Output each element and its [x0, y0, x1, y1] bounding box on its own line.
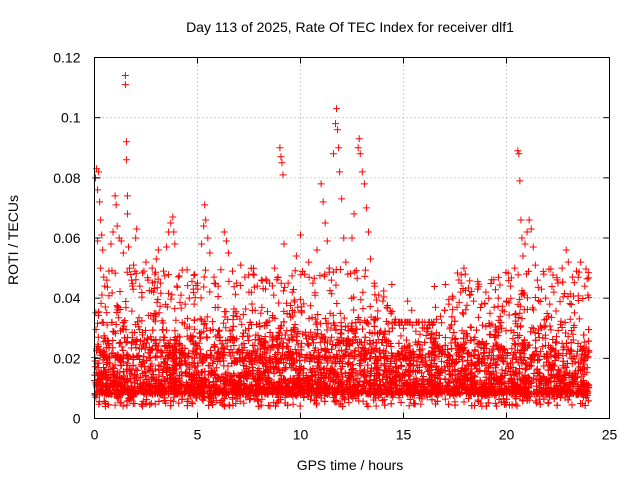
- data-point: [128, 339, 136, 347]
- data-point: [395, 339, 403, 347]
- data-point: [460, 398, 468, 406]
- data-point: [445, 400, 453, 408]
- data-point: [337, 330, 345, 338]
- data-point: [532, 399, 540, 407]
- data-point: [534, 372, 542, 380]
- data-point: [555, 367, 563, 375]
- points-layer: [91, 72, 593, 410]
- data-point: [580, 338, 588, 346]
- data-point: [323, 326, 331, 334]
- data-point: [324, 320, 332, 328]
- data-point: [544, 399, 552, 407]
- data-point: [535, 355, 543, 363]
- data-point: [395, 394, 403, 402]
- data-point: [459, 357, 467, 365]
- data-point: [554, 326, 562, 334]
- data-point: [139, 402, 147, 410]
- data-point: [562, 364, 570, 372]
- data-point: [372, 402, 380, 410]
- data-point: [547, 326, 555, 334]
- data-point: [240, 399, 248, 407]
- data-point: [530, 325, 538, 333]
- data-point: [375, 348, 383, 356]
- data-point: [196, 333, 204, 341]
- data-point: [336, 340, 344, 348]
- data-point: [238, 320, 246, 328]
- data-point: [361, 333, 369, 341]
- data-point: [92, 326, 100, 334]
- data-point: [159, 326, 167, 334]
- data-point: [398, 361, 406, 369]
- data-point: [248, 363, 256, 371]
- data-point: [568, 346, 576, 354]
- data-point: [476, 367, 484, 375]
- data-point: [121, 317, 129, 325]
- data-point: [463, 361, 471, 369]
- data-point: [115, 339, 123, 347]
- data-point: [146, 401, 154, 409]
- data-point: [229, 322, 237, 330]
- data-point: [329, 311, 337, 319]
- data-point: [197, 316, 205, 324]
- data-point: [377, 361, 385, 369]
- data-point: [149, 326, 157, 334]
- data-point: [222, 324, 230, 332]
- data-point: [119, 319, 127, 327]
- data-point: [450, 328, 458, 336]
- data-point: [172, 316, 180, 324]
- chart-title: Day 113 of 2025, Rate Of TEC Index for r…: [186, 19, 514, 35]
- data-point: [171, 327, 179, 335]
- data-point: [438, 319, 446, 327]
- data-point: [511, 311, 519, 319]
- data-point: [116, 338, 124, 346]
- data-point: [410, 400, 418, 408]
- data-point: [119, 346, 127, 354]
- data-point: [498, 366, 506, 374]
- data-point: [321, 397, 329, 405]
- data-point: [532, 397, 540, 405]
- data-point: [327, 324, 335, 332]
- data-point: [175, 399, 183, 407]
- data-point: [451, 401, 459, 409]
- data-point: [381, 327, 389, 335]
- y-axis-label: ROTI / TECUs: [5, 195, 21, 285]
- data-point: [135, 345, 143, 353]
- data-point: [448, 345, 456, 353]
- data-point: [216, 326, 224, 334]
- x-axis-label: GPS time / hours: [297, 457, 404, 473]
- data-point: [558, 324, 566, 332]
- data-point: [364, 320, 372, 328]
- data-point: [110, 328, 118, 336]
- data-point: [387, 342, 395, 350]
- data-point: [513, 402, 521, 410]
- data-point: [441, 375, 449, 383]
- data-point: [568, 401, 576, 409]
- data-point: [508, 345, 516, 353]
- data-point: [387, 400, 395, 408]
- data-point: [289, 400, 297, 408]
- data-point: [536, 400, 544, 408]
- data-point: [482, 402, 490, 410]
- data-point: [547, 346, 555, 354]
- data-point: [445, 371, 453, 378]
- data-point: [545, 399, 553, 407]
- data-point: [553, 401, 561, 409]
- data-point: [253, 396, 261, 404]
- data-point: [441, 395, 449, 403]
